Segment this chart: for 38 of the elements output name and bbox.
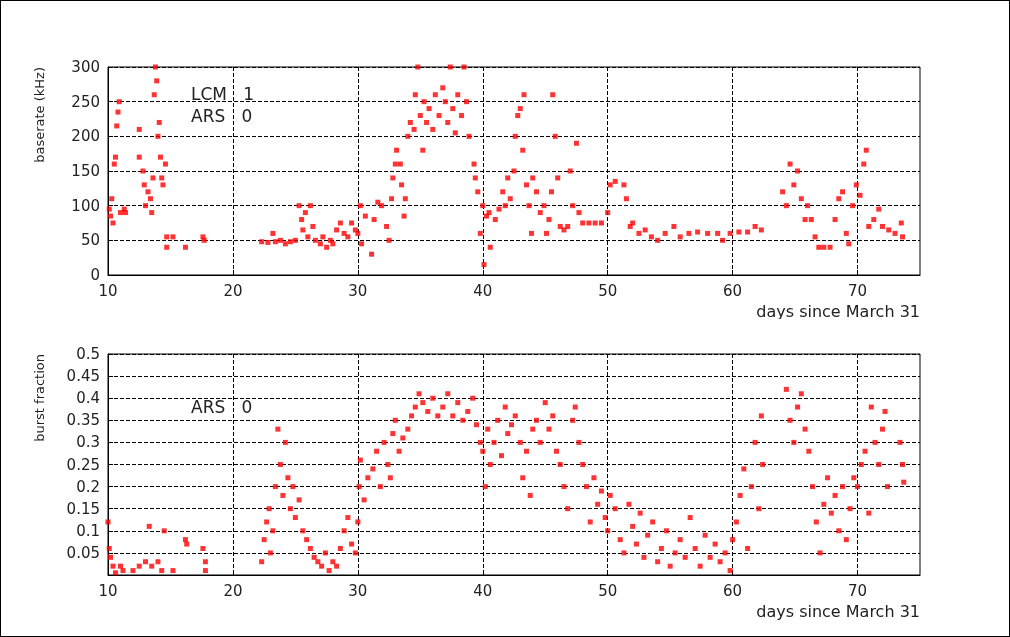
x-axis-title: days since March 31 bbox=[756, 601, 920, 620]
x-tick-label: 10 bbox=[98, 581, 118, 599]
x-tick-label: 70 bbox=[847, 281, 868, 300]
annotation: LCM 1 bbox=[191, 83, 255, 104]
y-tick-label: 0.4 bbox=[76, 388, 100, 407]
x-tick-label: 20 bbox=[223, 281, 243, 300]
y-tick-label: 50 bbox=[80, 231, 100, 250]
x-tick-label: 50 bbox=[598, 281, 618, 300]
y-tick-label: 100 bbox=[71, 196, 100, 215]
y-tick-label: 150 bbox=[71, 162, 100, 180]
x-tick-label: 40 bbox=[473, 281, 493, 300]
y-tick-label: 0 bbox=[90, 266, 100, 284]
y-tick-label: 300 bbox=[71, 58, 100, 76]
x-tick-label: 60 bbox=[723, 281, 743, 300]
x-tick-label: 60 bbox=[723, 581, 743, 599]
x-tick-label: 70 bbox=[847, 581, 868, 599]
annotation: ARS 0 bbox=[191, 396, 253, 416]
x-tick-label: 30 bbox=[348, 281, 368, 300]
x-tick-label: 10 bbox=[98, 281, 118, 300]
x-tick-label: 50 bbox=[598, 581, 618, 599]
x-tick-label: 30 bbox=[348, 581, 368, 599]
x-tick-label: 20 bbox=[223, 581, 243, 599]
x-tick-label: 40 bbox=[473, 581, 493, 599]
y-tick-label: 0.25 bbox=[66, 455, 100, 473]
y-tick-label: 200 bbox=[71, 127, 100, 146]
x-axis-title: days since March 31 bbox=[756, 301, 920, 321]
y-tick-label: 0.35 bbox=[66, 410, 100, 429]
y-tick-label: 250 bbox=[71, 92, 100, 111]
y-tick-label: 0.15 bbox=[66, 499, 100, 518]
y-axis-title: baserate (kHz) bbox=[32, 67, 47, 163]
y-tick-label: 0.1 bbox=[76, 521, 100, 540]
y-tick-label: 0.05 bbox=[66, 543, 100, 562]
y-tick-label: 0.2 bbox=[76, 477, 100, 496]
y-tick-label: 0.5 bbox=[76, 344, 100, 363]
y-tick-label: 0.3 bbox=[76, 432, 100, 451]
y-axis-title: burst fraction bbox=[32, 353, 47, 442]
annotation: ARS 0 bbox=[191, 105, 253, 126]
y-tick-label: 0.45 bbox=[66, 366, 100, 385]
